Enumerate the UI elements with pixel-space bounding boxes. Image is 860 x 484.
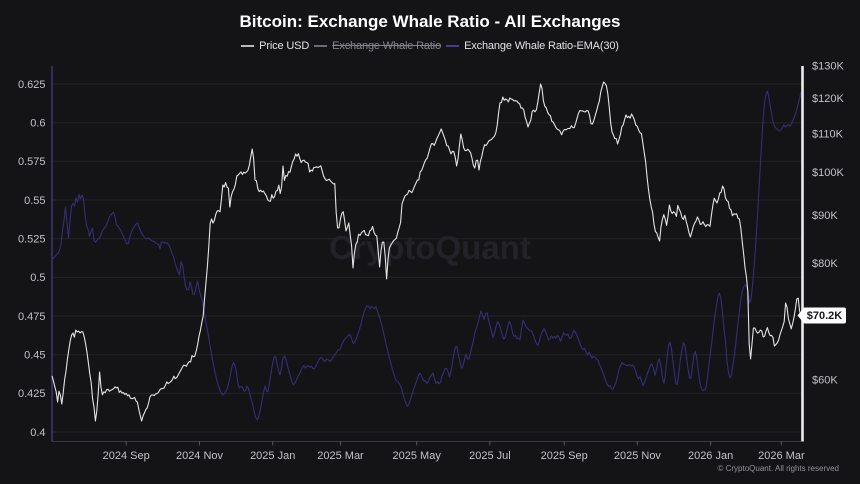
svg-text:0.525: 0.525 [18, 234, 46, 246]
svg-text:$110K: $110K [812, 129, 844, 141]
svg-text:$130K: $130K [812, 61, 844, 73]
svg-text:2024 Sep: 2024 Sep [103, 450, 150, 462]
svg-text:0.575: 0.575 [18, 156, 46, 168]
svg-text:$80K: $80K [812, 258, 838, 270]
svg-text:2025 Jan: 2025 Jan [250, 450, 295, 462]
svg-text:0.425: 0.425 [18, 388, 46, 400]
svg-text:2025 Sep: 2025 Sep [541, 450, 588, 462]
svg-text:2026 Mar: 2026 Mar [758, 450, 805, 462]
svg-text:$120K: $120K [812, 93, 844, 105]
svg-text:CryptoQuant: CryptoQuant [329, 229, 531, 266]
svg-text:0.625: 0.625 [18, 79, 46, 91]
svg-text:$70.2K: $70.2K [807, 310, 843, 322]
svg-text:0.55: 0.55 [24, 195, 45, 207]
svg-text:$100K: $100K [812, 167, 844, 179]
svg-text:2025 Jul: 2025 Jul [469, 450, 511, 462]
svg-text:0.475: 0.475 [18, 311, 46, 323]
svg-text:2025 Nov: 2025 Nov [614, 450, 662, 462]
svg-text:2026 Jan: 2026 Jan [688, 450, 733, 462]
svg-text:0.5: 0.5 [30, 272, 45, 284]
svg-text:0.4: 0.4 [30, 427, 45, 439]
svg-text:2024 Nov: 2024 Nov [176, 450, 224, 462]
svg-text:$90K: $90K [812, 210, 838, 222]
svg-text:2025 May: 2025 May [393, 450, 442, 462]
svg-text:0.45: 0.45 [24, 350, 45, 362]
svg-text:2025 Mar: 2025 Mar [317, 450, 364, 462]
svg-text:$60K: $60K [812, 375, 838, 387]
svg-text:0.6: 0.6 [30, 118, 45, 130]
